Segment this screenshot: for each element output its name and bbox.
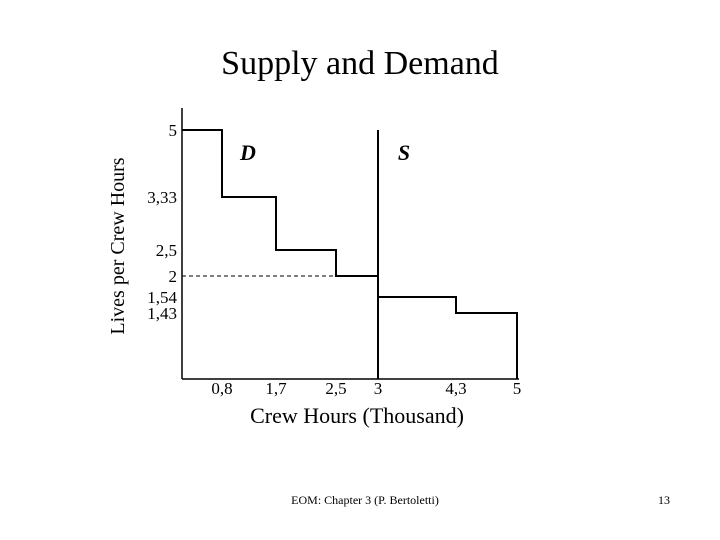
x-tick-label: 1,7 [265,379,287,398]
x-tick-label: 4,3 [445,379,466,398]
y-tick-label: 2 [169,267,178,286]
y-axis-label: Lives per Crew Hours [107,157,129,334]
x-tick-label: 3 [374,379,383,398]
x-axis-label: Crew Hours (Thousand) [250,403,464,428]
series-label-s: S [398,140,410,165]
y-tick-label: 3,33 [147,188,177,207]
x-tick-label: 2,5 [325,379,346,398]
chart-title: Supply and Demand [221,45,499,82]
series-label-d: D [239,140,256,165]
page-number: 13 [658,493,670,507]
y-tick-label: 1,54 [147,288,177,307]
x-tick-label: 0,8 [211,379,232,398]
y-tick-label: 1,43 [147,304,177,323]
y-tick-label: 5 [169,121,178,140]
x-tick-label: 5 [513,379,522,398]
slide-footer: EOM: Chapter 3 (P. Bertoletti) [291,493,439,507]
demand-curve [182,129,518,379]
y-tick-label: 2,5 [156,241,177,260]
